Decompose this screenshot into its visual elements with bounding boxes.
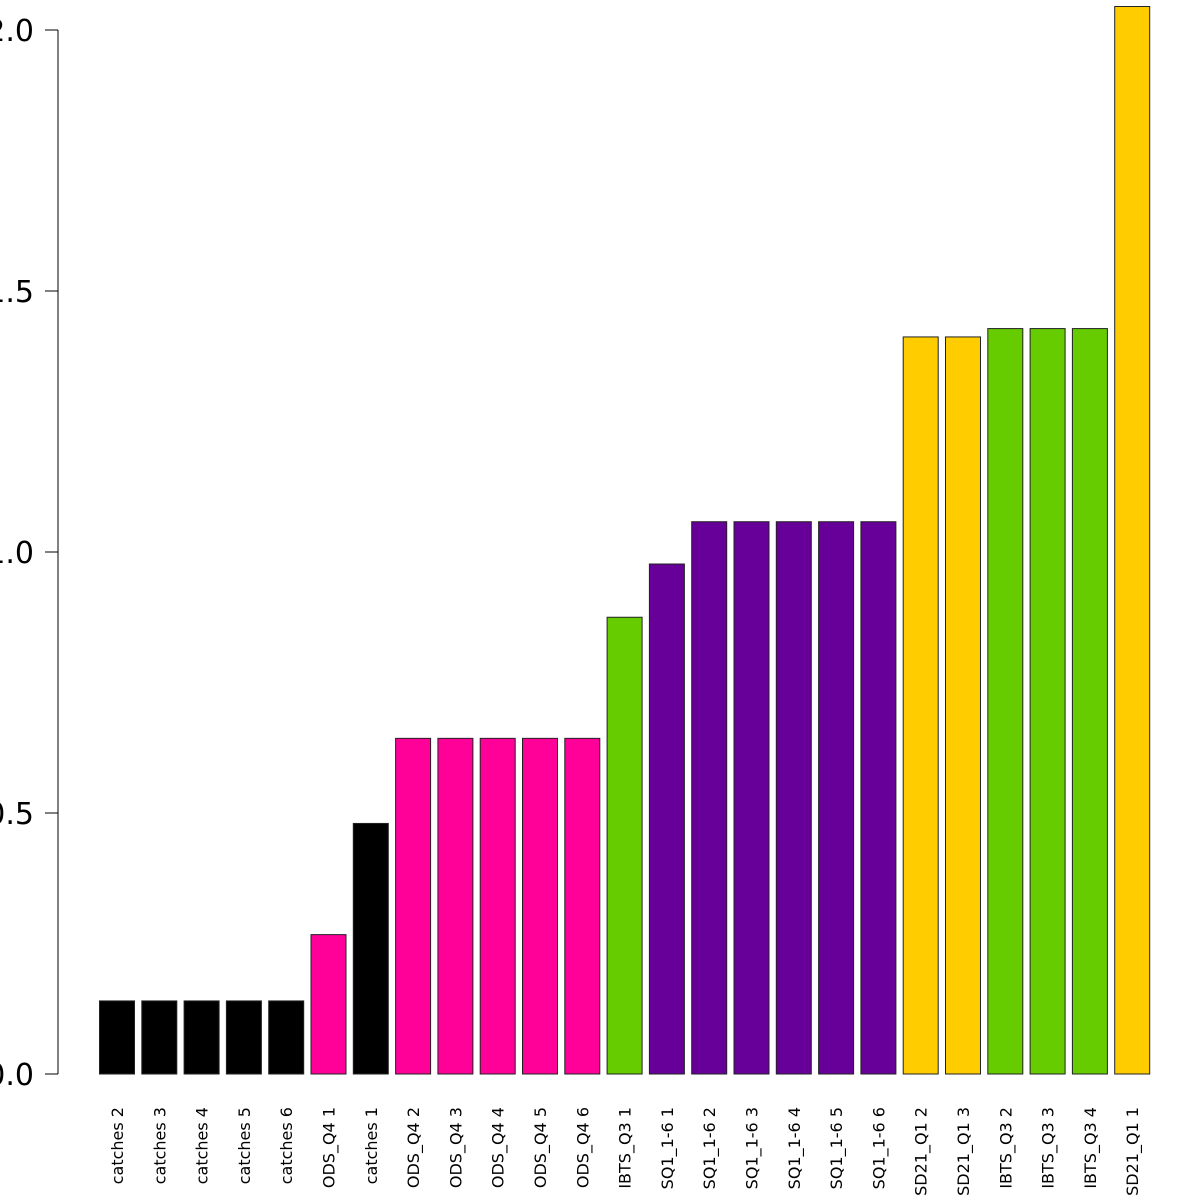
x-category-label: catches 4	[193, 1107, 212, 1184]
bar	[860, 521, 897, 1075]
bar	[522, 737, 558, 1075]
x-category-label: ODS_Q4 2	[404, 1107, 424, 1188]
x-category-label: SQ1_1-6 6	[869, 1107, 889, 1189]
y-tick-label: 1.0	[0, 536, 34, 571]
x-category-label: SD21_Q1 3	[954, 1107, 974, 1196]
bar	[818, 521, 855, 1075]
x-category-label: SD21_Q1 1	[1123, 1107, 1143, 1196]
bar	[1114, 6, 1151, 1075]
bar	[775, 521, 812, 1075]
bar	[479, 737, 516, 1075]
x-category-label: catches 6	[277, 1107, 296, 1184]
bar	[1029, 328, 1066, 1075]
x-category-label: ODS_Q4 6	[573, 1107, 593, 1188]
bar	[1071, 328, 1108, 1075]
bar	[99, 1000, 135, 1075]
bar	[691, 521, 728, 1075]
x-category-label: SQ1_1-6 2	[700, 1107, 720, 1189]
bar	[733, 521, 770, 1075]
x-category-label: IBTS_Q3 2	[996, 1107, 1016, 1189]
bar	[564, 737, 601, 1075]
bar	[606, 616, 643, 1075]
bar	[310, 934, 347, 1075]
bar	[225, 1000, 262, 1075]
x-category-label: ODS_Q4 1	[320, 1107, 340, 1188]
y-tick-label: 0.5	[0, 797, 34, 832]
bar	[352, 822, 389, 1075]
x-category-label: SQ1_1-6 5	[827, 1107, 847, 1189]
x-category-label: catches 3	[150, 1107, 169, 1184]
x-category-label: IBTS_Q3 1	[616, 1107, 636, 1189]
x-category-label: catches 2	[108, 1107, 127, 1184]
bar	[268, 1000, 305, 1075]
x-category-label: catches 1	[362, 1107, 381, 1184]
x-category-label: ODS_Q4 3	[446, 1107, 466, 1188]
bar	[648, 563, 685, 1075]
x-axis-labels: catches 2 catches 3 catches 4 catches 5 catc…	[108, 1107, 1143, 1196]
x-category-label: ODS_Q4 4	[489, 1107, 509, 1188]
bar	[183, 1000, 220, 1075]
x-category-label: IBTS_Q3 4	[1081, 1107, 1101, 1189]
x-category-label: ODS_Q4 5	[531, 1107, 551, 1188]
bar	[987, 328, 1024, 1075]
x-category-label: SQ1_1-6 1	[658, 1107, 678, 1189]
x-category-label: SD21_Q1 2	[912, 1107, 932, 1196]
bar	[437, 737, 474, 1075]
y-axis: 0.0 0.5 1.0 1.5 2.0	[0, 14, 59, 1093]
y-tick-label: 1.5	[0, 275, 34, 310]
x-category-label: IBTS_Q3 3	[1039, 1107, 1059, 1189]
x-category-label: catches 5	[235, 1107, 254, 1184]
bar	[902, 336, 939, 1075]
bar	[395, 737, 432, 1075]
bar	[945, 336, 981, 1075]
x-category-label: SQ1_1-6 3	[743, 1107, 763, 1189]
bar	[141, 1000, 178, 1075]
x-category-label: SQ1_1-6 4	[785, 1107, 805, 1189]
y-tick-label: 0.0	[0, 1058, 34, 1093]
bars	[99, 6, 1151, 1075]
y-tick-label: 2.0	[0, 14, 34, 49]
